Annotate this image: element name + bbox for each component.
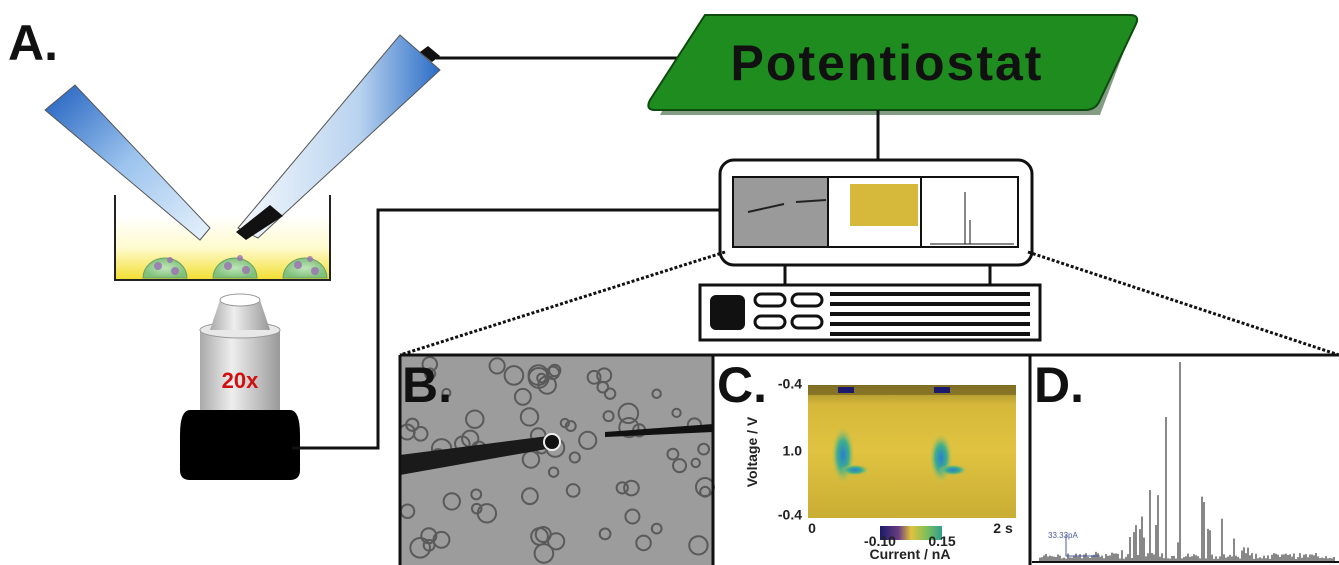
x-tick-label: 0: [808, 520, 816, 536]
y-tick-label: -0.4: [778, 376, 802, 392]
panel-d: 33.33pA D.: [1032, 357, 1339, 562]
figure: A. 20x Potentiostat: [0, 0, 1339, 565]
x-tick-label: 2 s: [993, 520, 1013, 536]
scale-label: 33.33pA: [1048, 531, 1078, 540]
objective: 20x: [180, 294, 300, 480]
panel-label: C.: [717, 357, 767, 413]
colorbar-title: Current / nA: [870, 546, 951, 562]
y-tick-label: 1.0: [783, 443, 803, 459]
panel-c: C. -0.4 1.0 -0.4 Voltage / V 0 2 s -0.10…: [717, 357, 1016, 562]
panel-label: D.: [1034, 357, 1084, 413]
panel-label: A.: [8, 15, 58, 71]
y-tick-label: -0.4: [778, 507, 802, 523]
dish: [115, 195, 330, 280]
panel-b: B.: [400, 355, 714, 565]
objective-label: 20x: [222, 368, 259, 393]
panel-label: B.: [402, 357, 452, 413]
y-axis-title: Voltage / V: [744, 416, 760, 487]
computer: [700, 160, 1040, 340]
potentiostat-label: Potentiostat: [731, 35, 1044, 91]
